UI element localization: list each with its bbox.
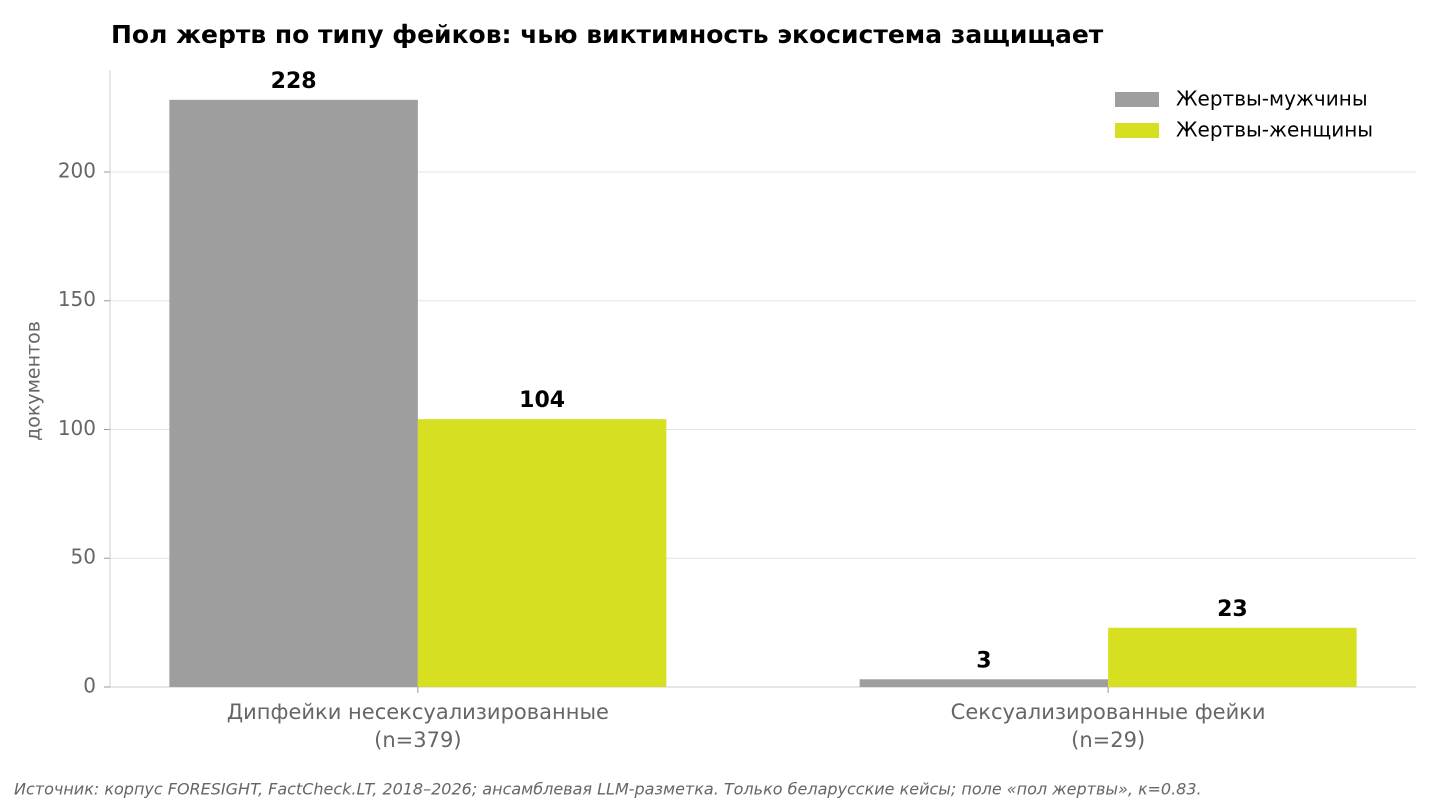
legend-label: Жертвы-мужчины bbox=[1176, 87, 1368, 111]
y-tick-label: 200 bbox=[58, 158, 96, 182]
y-tick-label: 0 bbox=[83, 674, 96, 698]
bar bbox=[417, 419, 667, 687]
value-label: 23 bbox=[1217, 597, 1248, 622]
x-tick-label: Сексуализированные фейки (n=29) bbox=[951, 700, 1266, 752]
legend-label: Жертвы-женщины bbox=[1176, 118, 1373, 142]
y-axis-label: документов bbox=[23, 321, 45, 441]
y-tick-label: 50 bbox=[71, 545, 96, 569]
value-label: 228 bbox=[271, 69, 317, 94]
y-tick-label: 100 bbox=[58, 416, 96, 440]
bar bbox=[859, 679, 1109, 687]
legend-swatch bbox=[1115, 92, 1159, 107]
value-label: 3 bbox=[976, 648, 991, 673]
source-note: Источник: корпус FORESIGHT, FactCheck.LT… bbox=[14, 780, 1202, 799]
value-label: 104 bbox=[519, 388, 565, 413]
bar bbox=[169, 99, 418, 688]
bar bbox=[1108, 627, 1357, 687]
y-tick-label: 150 bbox=[58, 287, 96, 311]
chart-title: Пол жертв по типу фейков: чью виктимност… bbox=[111, 20, 1104, 49]
x-tick-label: Дипфейки несексуализированные (n=379) bbox=[227, 700, 609, 752]
legend-swatch bbox=[1115, 123, 1159, 138]
